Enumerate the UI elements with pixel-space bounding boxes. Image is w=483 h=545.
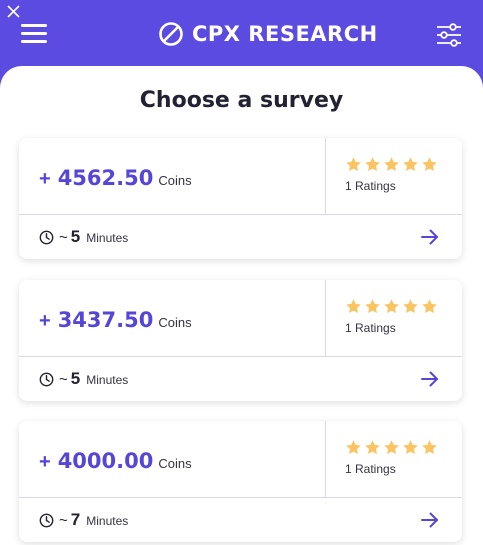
star-icon [365, 157, 380, 172]
logo-icon [159, 22, 183, 46]
survey-card-bottom: ~ 5 Minutes [19, 357, 462, 401]
star-icon [403, 440, 418, 455]
star-icon [422, 157, 437, 172]
clock-icon [39, 372, 54, 387]
star-icon [346, 299, 361, 314]
approx-sign: ~ [59, 229, 68, 246]
plus-sign: + [39, 310, 51, 332]
survey-rating: 1 Ratings [345, 298, 438, 335]
star-rating [345, 439, 438, 456]
ratings-count: 1 Ratings [345, 462, 396, 476]
coin-amount: 3437.50 [57, 308, 154, 332]
survey-reward: + 3437.50 Coins [39, 308, 192, 333]
minutes-label: Minutes [86, 373, 129, 387]
arrow-right-icon[interactable] [421, 371, 439, 387]
coins-label: Coins [158, 456, 192, 471]
minutes-label: Minutes [86, 514, 129, 528]
survey-reward: + 4000.00 Coins [39, 449, 192, 474]
star-icon [365, 299, 380, 314]
star-icon [403, 299, 418, 314]
page-title: Choose a survey [139, 88, 344, 113]
star-icon [346, 157, 361, 172]
brand-name: CPX RESEARCH [192, 22, 378, 46]
star-icon [346, 440, 361, 455]
card-divider [325, 138, 326, 215]
coins-label: Coins [158, 315, 192, 330]
survey-card-top: + 4562.50 Coins 1 Ratings [19, 138, 462, 215]
approx-sign: ~ [59, 512, 68, 529]
star-icon [365, 440, 380, 455]
minutes-value: 5 [70, 227, 81, 246]
star-icon [384, 299, 399, 314]
clock-icon [39, 513, 54, 528]
star-rating [345, 298, 438, 315]
brand-logo: CPX RESEARCH [158, 19, 378, 49]
survey-rating: 1 Ratings [345, 439, 438, 476]
minutes-label: Minutes [86, 231, 129, 245]
survey-card-bottom: ~ 7 Minutes [19, 498, 462, 542]
clock-icon [39, 230, 54, 245]
survey-duration: ~ 7 Minutes [59, 510, 128, 530]
filter-icon[interactable] [436, 23, 462, 47]
minutes-value: 5 [70, 369, 81, 388]
star-icon [384, 440, 399, 455]
card-divider [325, 280, 326, 357]
coins-label: Coins [158, 173, 192, 188]
header: CPX RESEARCH [0, 0, 483, 70]
star-rating [345, 156, 438, 173]
arrow-right-icon[interactable] [421, 512, 439, 528]
survey-card[interactable]: + 4000.00 Coins 1 Ratings ~ 7 Minutes [19, 421, 462, 542]
menu-icon[interactable] [20, 22, 48, 46]
minutes-value: 7 [70, 510, 81, 529]
ratings-count: 1 Ratings [345, 179, 396, 193]
survey-card-top: + 3437.50 Coins 1 Ratings [19, 280, 462, 357]
survey-duration: ~ 5 Minutes [59, 227, 128, 247]
survey-card-bottom: ~ 5 Minutes [19, 215, 462, 259]
survey-reward: + 4562.50 Coins [39, 166, 192, 191]
coin-amount: 4562.50 [57, 166, 154, 190]
approx-sign: ~ [59, 371, 68, 388]
survey-card[interactable]: + 3437.50 Coins 1 Ratings ~ 5 Minutes [19, 280, 462, 401]
star-icon [422, 440, 437, 455]
star-icon [403, 157, 418, 172]
survey-duration: ~ 5 Minutes [59, 369, 128, 389]
plus-sign: + [39, 168, 51, 190]
star-icon [422, 299, 437, 314]
arrow-right-icon[interactable] [421, 229, 439, 245]
plus-sign: + [39, 451, 51, 473]
survey-card[interactable]: + 4562.50 Coins 1 Ratings ~ 5 Minutes [19, 138, 462, 259]
star-icon [384, 157, 399, 172]
coin-amount: 4000.00 [57, 449, 154, 473]
survey-rating: 1 Ratings [345, 156, 438, 193]
close-icon[interactable] [4, 2, 22, 20]
card-divider [325, 421, 326, 498]
survey-card-top: + 4000.00 Coins 1 Ratings [19, 421, 462, 498]
ratings-count: 1 Ratings [345, 321, 396, 335]
